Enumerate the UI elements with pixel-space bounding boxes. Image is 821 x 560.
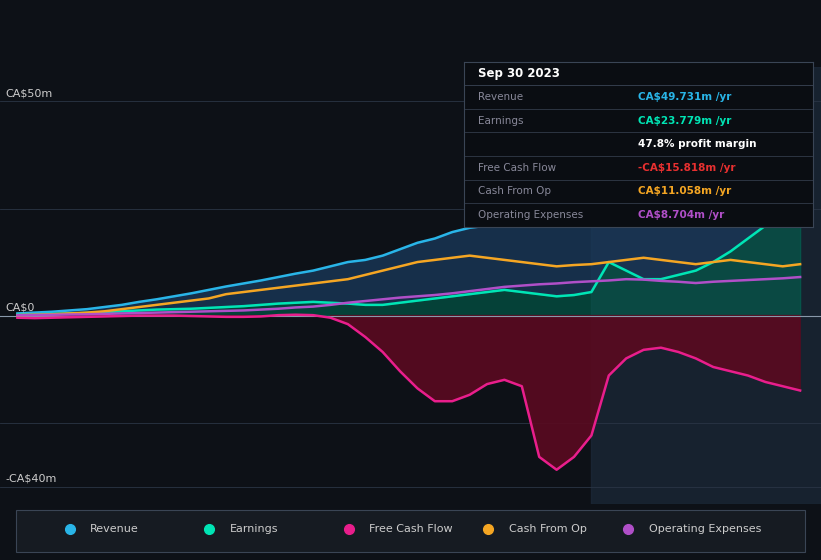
Text: CA$11.058m /yr: CA$11.058m /yr bbox=[639, 186, 732, 197]
Text: 47.8% profit margin: 47.8% profit margin bbox=[639, 139, 757, 149]
Text: -CA$15.818m /yr: -CA$15.818m /yr bbox=[639, 163, 736, 173]
Text: Operating Expenses: Operating Expenses bbox=[649, 524, 761, 534]
Text: Cash From Op: Cash From Op bbox=[478, 186, 551, 197]
Text: Earnings: Earnings bbox=[230, 524, 278, 534]
Text: Revenue: Revenue bbox=[90, 524, 139, 534]
Text: Cash From Op: Cash From Op bbox=[509, 524, 587, 534]
Text: CA$50m: CA$50m bbox=[6, 88, 53, 98]
FancyBboxPatch shape bbox=[16, 510, 805, 552]
Bar bbox=[591, 67, 821, 504]
Text: Earnings: Earnings bbox=[478, 115, 523, 125]
Text: CA$49.731m /yr: CA$49.731m /yr bbox=[639, 92, 732, 102]
Text: Sep 30 2023: Sep 30 2023 bbox=[478, 67, 560, 80]
Text: Revenue: Revenue bbox=[478, 92, 523, 102]
Text: -CA$40m: -CA$40m bbox=[6, 473, 57, 483]
Text: CA$8.704m /yr: CA$8.704m /yr bbox=[639, 210, 725, 220]
Text: Operating Expenses: Operating Expenses bbox=[478, 210, 583, 220]
Text: CA$0: CA$0 bbox=[6, 302, 35, 312]
Text: Free Cash Flow: Free Cash Flow bbox=[478, 163, 556, 173]
Text: Free Cash Flow: Free Cash Flow bbox=[369, 524, 453, 534]
Text: CA$23.779m /yr: CA$23.779m /yr bbox=[639, 115, 732, 125]
